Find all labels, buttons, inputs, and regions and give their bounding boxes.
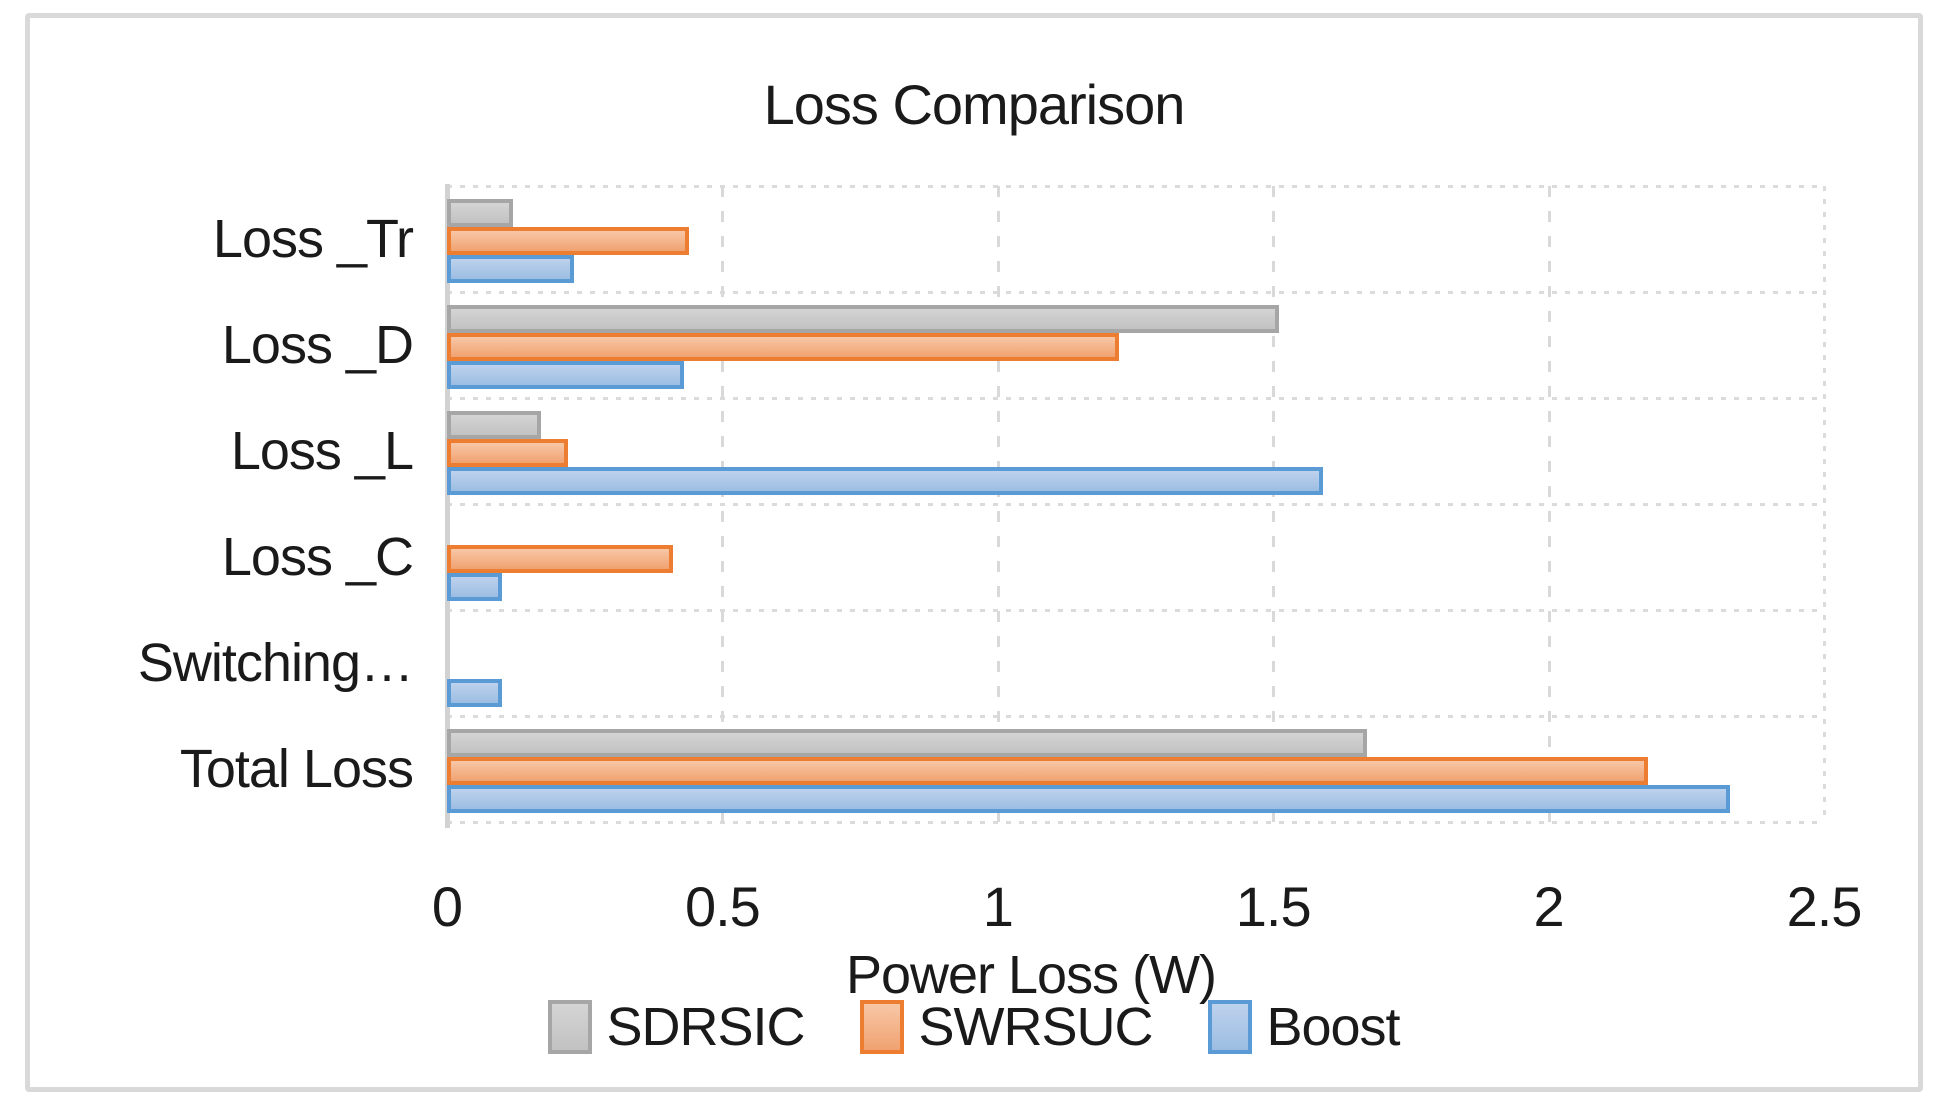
h-gridline (447, 715, 1824, 718)
bar-sdrsic-loss-d (447, 305, 1279, 333)
axis-zero-line (445, 184, 450, 828)
legend-label-boost: Boost (1266, 997, 1400, 1057)
category-label-loss-c: Loss _C (221, 527, 414, 587)
legend: SDRSIC SWRSUC Boost (0, 996, 1948, 1058)
v-gridline (1823, 186, 1826, 822)
x-tick-label: 1.5 (1235, 875, 1312, 938)
category-label-switching: Switching… (137, 633, 414, 693)
bar-boost-loss-d (447, 361, 684, 389)
bar-swrsuc-loss-c (447, 545, 673, 573)
chart-title: Loss Comparison (763, 73, 1186, 136)
bar-sdrsic-loss-tr (447, 199, 514, 227)
bar-swrsuc-loss-d (447, 333, 1119, 361)
category-label-loss-tr: Loss _Tr (212, 209, 414, 269)
h-gridline (447, 821, 1824, 824)
v-gridline (996, 186, 1000, 822)
bar-sdrsic-total-loss (447, 729, 1367, 757)
category-label-loss-l: Loss _L (230, 421, 414, 481)
value-axis: 0 0.5 1 1.5 2 2.5 (432, 874, 1863, 944)
category-axis: Loss _Tr Loss _D Loss _L Loss _C Switching… T… (0, 186, 430, 822)
bar-sdrsic-loss-l (447, 411, 541, 439)
category-label-total-loss: Total Loss (179, 739, 414, 799)
bar-boost-loss-c (447, 573, 503, 601)
x-tick-label: 0.5 (684, 875, 761, 938)
h-gridline (447, 291, 1824, 294)
chart-frame (25, 13, 1923, 1092)
x-tick-label: 1 (982, 875, 1014, 938)
bar-boost-loss-l (447, 467, 1323, 495)
h-gridline (447, 185, 1824, 188)
legend-swatch-swrsuc (860, 1000, 905, 1054)
v-gridline (721, 186, 725, 822)
legend-swatch-sdrsic (548, 1000, 593, 1054)
h-gridline (447, 609, 1824, 612)
bar-swrsuc-loss-l (447, 439, 569, 467)
legend-swatch-boost (1208, 1000, 1253, 1054)
legend-label-swrsuc: SWRSUC (918, 997, 1153, 1057)
bar-boost-loss-tr (447, 255, 574, 283)
category-label-loss-d: Loss _D (221, 315, 414, 375)
v-gridline (1547, 186, 1551, 822)
legend-item-boost: Boost (1208, 996, 1401, 1058)
plot-area (445, 184, 1826, 828)
legend-label-sdrsic: SDRSIC (606, 997, 805, 1057)
h-gridline (447, 503, 1824, 506)
x-tick-label: 0 (431, 875, 463, 938)
bar-swrsuc-total-loss (447, 757, 1648, 785)
x-axis-title: Power Loss (W) (845, 945, 1217, 1005)
bar-boost-total-loss (447, 785, 1731, 813)
v-gridline (1272, 186, 1276, 822)
x-tick-label: 2 (1533, 875, 1565, 938)
h-gridline (447, 397, 1824, 400)
bar-swrsuc-loss-tr (447, 227, 690, 255)
bar-boost-switching (447, 679, 503, 707)
legend-item-swrsuc: SWRSUC (860, 996, 1153, 1058)
legend-item-sdrsic: SDRSIC (548, 996, 805, 1058)
x-tick-label: 2.5 (1786, 875, 1863, 938)
